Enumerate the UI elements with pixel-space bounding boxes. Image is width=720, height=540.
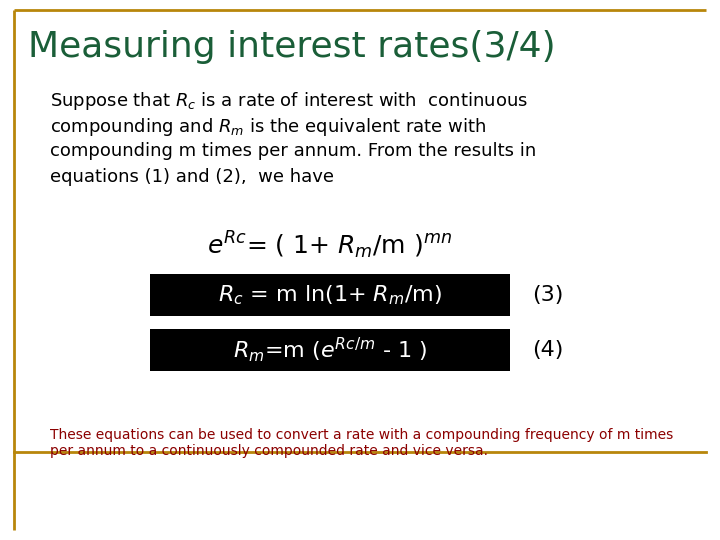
Text: Suppose that $R_c$ is a rate of interest with  continuous: Suppose that $R_c$ is a rate of interest… xyxy=(50,90,528,112)
Text: Measuring interest rates(3/4): Measuring interest rates(3/4) xyxy=(28,30,556,64)
Text: compounding m times per annum. From the results in: compounding m times per annum. From the … xyxy=(50,142,536,160)
Text: $e^{Rc}$= ( 1+ $R_m$/m )$^{mn}$: $e^{Rc}$= ( 1+ $R_m$/m )$^{mn}$ xyxy=(207,230,453,261)
Text: (4): (4) xyxy=(532,340,563,360)
Text: equations (1) and (2),  we have: equations (1) and (2), we have xyxy=(50,168,334,186)
Text: $R_m$=m ($e^{Rc/m}$ - 1 ): $R_m$=m ($e^{Rc/m}$ - 1 ) xyxy=(233,335,427,364)
Text: compounding and $R_m$ is the equivalent rate with: compounding and $R_m$ is the equivalent … xyxy=(50,116,487,138)
Bar xyxy=(150,329,510,371)
Text: (3): (3) xyxy=(532,285,563,305)
Bar xyxy=(150,274,510,316)
Text: These equations can be used to convert a rate with a compounding frequency of m : These equations can be used to convert a… xyxy=(50,428,673,442)
Text: $R_c$ = m ln(1+ $R_m$/m): $R_c$ = m ln(1+ $R_m$/m) xyxy=(218,283,442,307)
Text: per annum to a continuously compounded rate and vice versa.: per annum to a continuously compounded r… xyxy=(50,444,488,458)
